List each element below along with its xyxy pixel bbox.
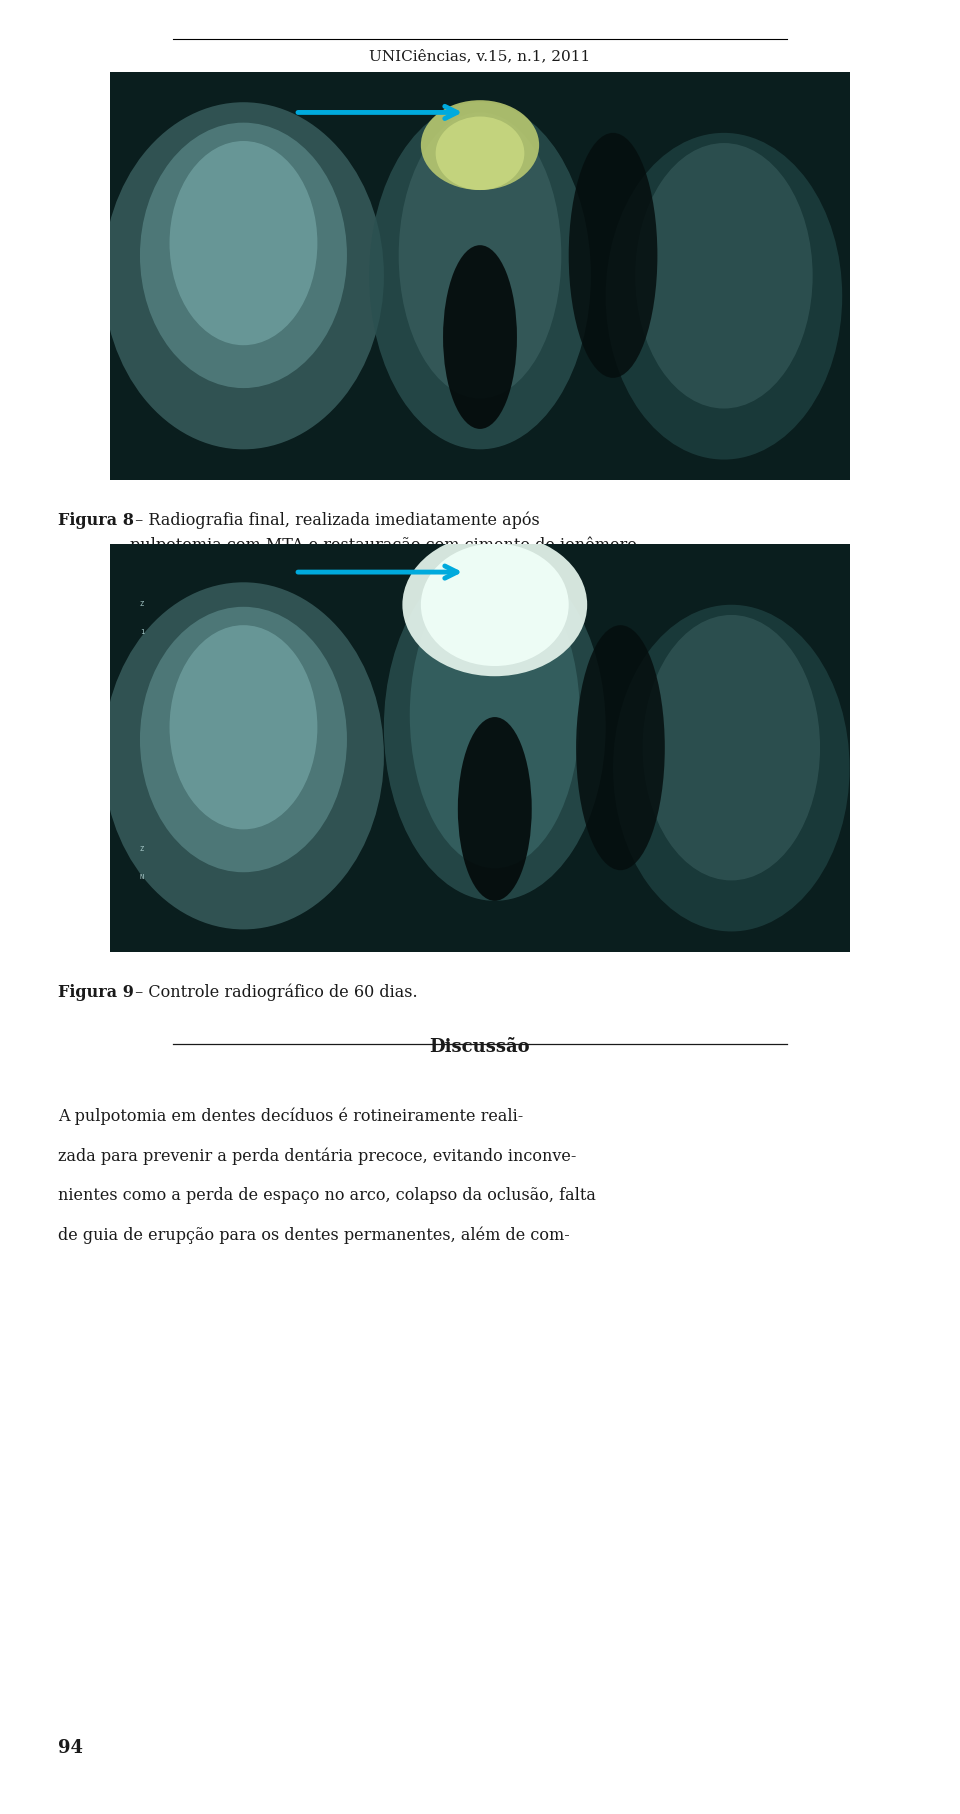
Ellipse shape xyxy=(103,582,384,931)
Text: 94: 94 xyxy=(58,1738,83,1756)
Ellipse shape xyxy=(420,102,540,190)
Ellipse shape xyxy=(170,626,318,831)
Text: A pulpotomia em dentes decíduos é rotineiramente reali-: A pulpotomia em dentes decíduos é rotine… xyxy=(58,1107,523,1125)
Text: N: N xyxy=(140,874,144,880)
Ellipse shape xyxy=(568,134,658,379)
Text: zada para prevenir a perda dentária precoce, evitando inconve-: zada para prevenir a perda dentária prec… xyxy=(58,1146,576,1165)
FancyBboxPatch shape xyxy=(96,65,864,488)
Ellipse shape xyxy=(420,544,568,666)
Ellipse shape xyxy=(436,118,524,190)
Ellipse shape xyxy=(606,134,842,461)
Ellipse shape xyxy=(642,615,820,882)
Ellipse shape xyxy=(444,247,516,430)
Ellipse shape xyxy=(369,103,590,450)
Text: Discussão: Discussão xyxy=(430,1038,530,1056)
Ellipse shape xyxy=(458,718,532,902)
FancyBboxPatch shape xyxy=(96,537,864,961)
Text: UNICiências, v.15, n.1, 2011: UNICiências, v.15, n.1, 2011 xyxy=(370,49,590,63)
Text: – Controle radiográfico de 60 dias.: – Controle radiográfico de 60 dias. xyxy=(130,983,418,1001)
Ellipse shape xyxy=(410,562,580,869)
Text: Figura 8: Figura 8 xyxy=(58,512,133,528)
Text: de guia de erupção para os dentes permanentes, além de com-: de guia de erupção para os dentes perman… xyxy=(58,1226,569,1244)
Ellipse shape xyxy=(140,608,347,873)
Ellipse shape xyxy=(384,555,606,902)
Ellipse shape xyxy=(103,103,384,450)
Ellipse shape xyxy=(170,141,318,346)
Text: Figura 9: Figura 9 xyxy=(58,983,133,1000)
Text: Z: Z xyxy=(140,845,144,851)
Ellipse shape xyxy=(613,606,850,932)
Ellipse shape xyxy=(398,112,562,399)
Ellipse shape xyxy=(402,533,588,677)
Ellipse shape xyxy=(140,123,347,388)
Ellipse shape xyxy=(576,626,665,871)
Text: Z: Z xyxy=(140,600,144,606)
Text: 1: 1 xyxy=(140,629,144,635)
Text: nientes como a perda de espaço no arco, colapso da oclusão, falta: nientes como a perda de espaço no arco, … xyxy=(58,1186,595,1203)
Text: – Radiografia final, realizada imediatamente após
pulpotomia com MTA e restauraç: – Radiografia final, realizada imediatam… xyxy=(130,512,636,579)
Ellipse shape xyxy=(636,143,812,410)
